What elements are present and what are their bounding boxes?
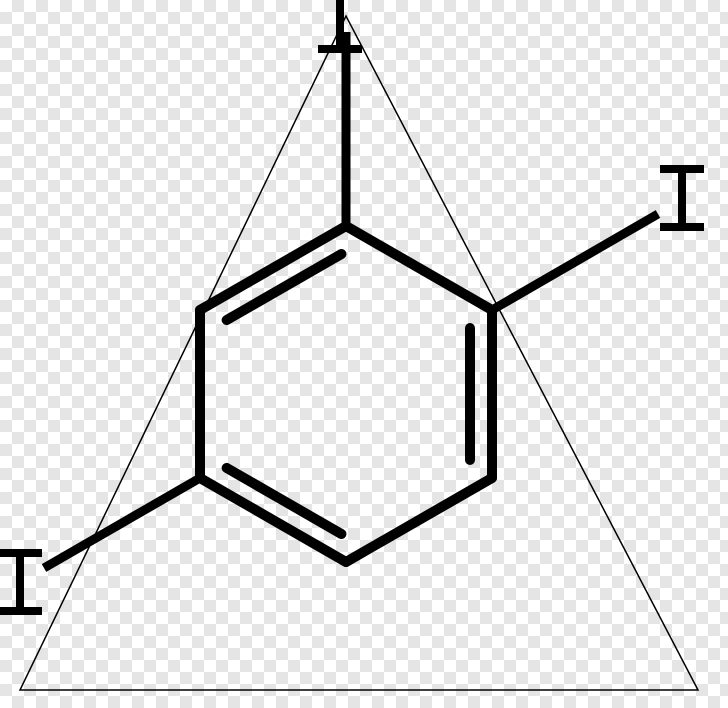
chemical-structure-diagram — [0, 0, 728, 708]
iodine-label — [660, 169, 704, 227]
iodine-label — [318, 0, 362, 49]
frame-triangle — [20, 16, 698, 690]
iodine-label — [0, 553, 42, 611]
substituents — [0, 0, 704, 611]
benzene-ring — [200, 226, 492, 562]
